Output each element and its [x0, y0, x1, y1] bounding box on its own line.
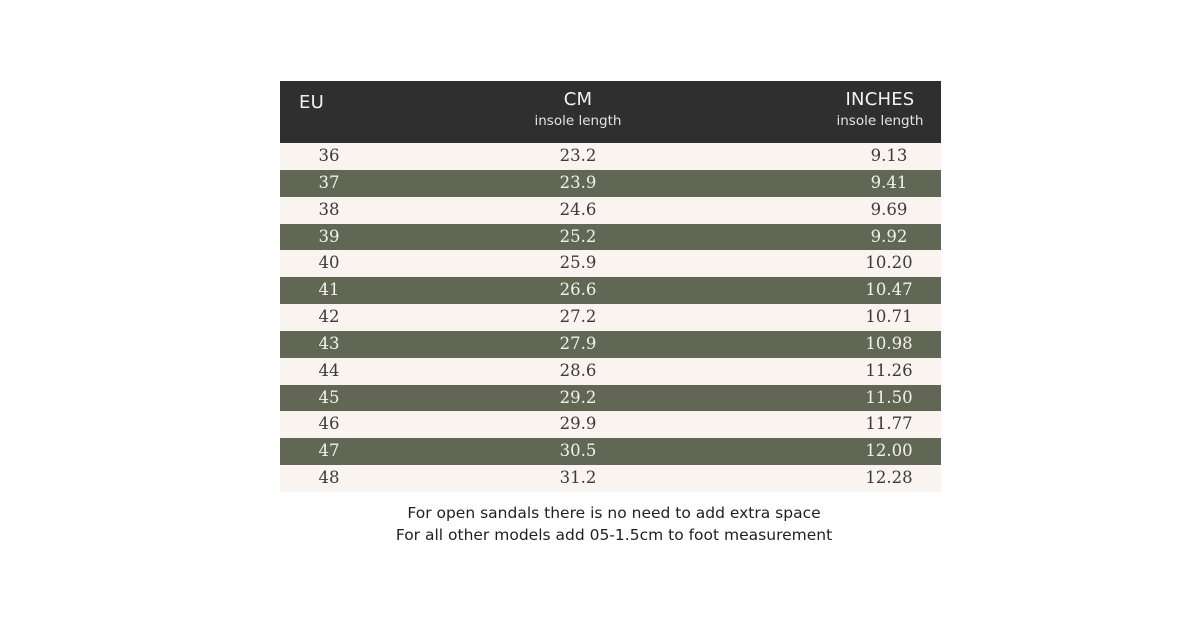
cell-cm: 23.2 [559, 146, 597, 165]
cell-eu: 40 [318, 253, 340, 273]
cell-eu: 45 [318, 387, 340, 407]
size-table: EU CM insole length INCHES insole length… [280, 81, 941, 492]
note-open-sandals: For open sandals there is no need to add… [407, 504, 821, 522]
cell-inches: 9.13 [870, 146, 908, 165]
cell-inches: 9.69 [870, 199, 908, 219]
table-row: 47 30.5 12.00 [280, 438, 941, 466]
table-row: 45 29.2 11.50 [280, 384, 941, 412]
table-row: 36 23.2 9.13 [280, 143, 941, 170]
cell-inches: 10.20 [865, 253, 913, 273]
fit-notes: For open sandals there is no need to add… [300, 502, 928, 546]
table-row: 48 31.2 12.28 [280, 465, 941, 492]
cell-eu: 46 [318, 414, 340, 434]
cell-inches: 10.47 [865, 280, 913, 300]
cell-cm: 23.9 [559, 172, 597, 192]
cell-inches: 9.92 [870, 226, 908, 246]
cell-inches: 11.77 [865, 414, 913, 434]
table-row: 46 29.9 11.77 [280, 411, 941, 439]
cell-cm: 31.2 [559, 468, 597, 488]
cell-cm: 25.2 [559, 226, 597, 246]
cell-eu: 43 [318, 333, 340, 353]
cell-eu: 36 [318, 146, 340, 165]
header-eu-label: EU [299, 92, 324, 113]
header-cm-label: CM [563, 89, 593, 110]
note-other-models: For all other models add 05-1.5cm to foo… [395, 526, 833, 544]
cell-eu: 38 [318, 199, 340, 219]
cell-cm: 25.9 [559, 253, 597, 273]
cell-eu: 37 [318, 172, 340, 192]
cell-cm: 26.6 [559, 280, 597, 300]
cell-inches: 9.41 [870, 172, 908, 192]
cell-inches: 11.26 [865, 360, 913, 380]
header-inches-sublabel: insole length [836, 113, 924, 129]
header-eu: EU [299, 92, 324, 114]
cell-cm: 30.5 [559, 441, 597, 461]
table-row: 38 24.6 9.69 [280, 196, 941, 224]
header-inches-label: INCHES [845, 89, 915, 110]
table-row: 39 25.2 9.92 [280, 223, 941, 251]
cell-inches: 12.28 [865, 468, 913, 488]
cell-eu: 39 [318, 226, 340, 246]
cell-eu: 47 [318, 441, 340, 461]
table-row: 41 26.6 10.47 [280, 277, 941, 305]
cell-eu: 41 [318, 280, 340, 300]
cell-cm: 27.2 [559, 307, 597, 327]
table-row: 44 28.6 11.26 [280, 357, 941, 385]
cell-cm: 28.6 [559, 360, 597, 380]
cell-inches: 10.98 [865, 333, 913, 353]
table-header: EU CM insole length INCHES insole length [280, 81, 941, 143]
table-row: 37 23.9 9.41 [280, 169, 941, 197]
table-row: 40 25.9 10.20 [280, 250, 941, 278]
cell-cm: 24.6 [559, 199, 597, 219]
header-inches: INCHES insole length [831, 89, 929, 131]
cell-cm: 29.2 [559, 387, 597, 407]
header-cm-sublabel: insole length [534, 113, 622, 129]
table-row: 43 27.9 10.98 [280, 330, 941, 358]
header-cm: CM insole length [527, 89, 629, 131]
cell-eu: 48 [318, 468, 340, 488]
table-row: 42 27.2 10.71 [280, 304, 941, 331]
cell-cm: 29.9 [559, 414, 597, 434]
cell-eu: 44 [318, 360, 340, 380]
cell-eu: 42 [318, 307, 340, 327]
cell-cm: 27.9 [559, 333, 597, 353]
cell-inches: 12.00 [865, 441, 913, 461]
cell-inches: 11.50 [865, 387, 913, 407]
cell-inches: 10.71 [865, 307, 913, 327]
